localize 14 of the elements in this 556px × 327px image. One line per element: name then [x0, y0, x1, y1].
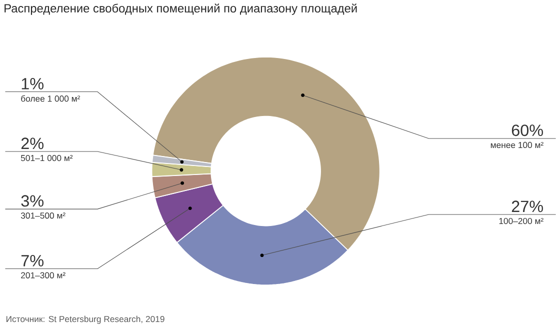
chart-title: Распределение свободных помещений по диапазону площадей [4, 3, 357, 15]
slice-label: менее 100 м² [490, 142, 544, 148]
slice-label: 501–1 000 м² [20, 154, 73, 161]
text: Источник: St Petersburg Research, 2019 [6, 316, 164, 324]
slice-label: более 1 000 м² [21, 95, 80, 102]
data-label: 27% [512, 200, 543, 212]
data-label: 2% [21, 137, 44, 149]
data-label: 1% [22, 78, 44, 90]
data-label: 3% [21, 194, 44, 206]
data-label: 60% [512, 124, 543, 136]
slice-label: 301–500 м² [20, 212, 66, 218]
slice-label: 100–200 м² [499, 218, 544, 224]
data-label: 7% [21, 254, 44, 266]
slice-label: 201–300 м² [21, 272, 66, 278]
